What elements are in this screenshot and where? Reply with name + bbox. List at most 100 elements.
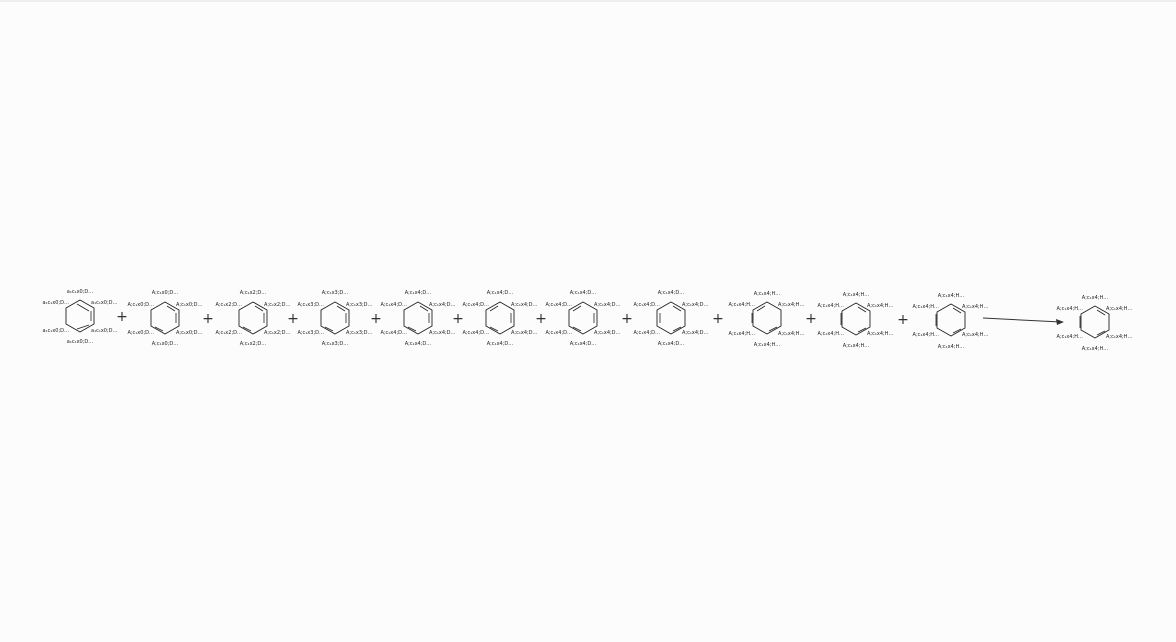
atom-label: A;c₁x4;H…	[913, 304, 939, 310]
atom-label: A;c₁x4;H…	[938, 293, 964, 299]
atom-label: A;c₁x4;D…	[658, 290, 685, 296]
plus-sign: +	[712, 311, 724, 327]
atom-label: A;c₁x4;D…	[570, 290, 597, 296]
molecule-4: A;c₁x3;D… A;c₁x3;D… A;c₁x3;D… A;c₁x3;D… …	[297, 290, 372, 347]
double-bond	[572, 326, 582, 332]
atom-label: A;c₁x2;D…	[264, 302, 291, 308]
atom-label: A;c₁x4;D…	[633, 330, 660, 336]
double-bond	[489, 305, 499, 312]
atom-label: A;c₁x4;D…	[429, 330, 456, 336]
atom-label: A;c₁x4;D…	[487, 290, 514, 296]
double-bond	[572, 305, 582, 312]
atom-label: A;c₁x4;H…	[818, 303, 844, 309]
double-bond	[76, 324, 90, 330]
double-bond	[407, 326, 417, 332]
double-bond	[857, 327, 867, 333]
atom-label: A;c₁x4;D…	[462, 330, 489, 336]
atom-label: A;c₁x3;D…	[346, 302, 373, 308]
atom-label: A;c₁x0;D…	[176, 302, 203, 308]
molecule-5: A;c₁x4;D… A;c₁x4;D… A;c₁x4;D… A;c₁x4;D… …	[380, 290, 455, 347]
atom-label: A;c₁x4;D…	[511, 302, 538, 308]
double-bond	[857, 306, 867, 313]
benzene-ring	[403, 301, 433, 335]
plus-sign: +	[452, 311, 464, 327]
atom-label: A;c₁x4;H…	[778, 331, 804, 337]
molecule-6: A;c₁x4;D… A;c₁x4;D… A;c₁x4;D… A;c₁x4;D… …	[462, 290, 537, 347]
plus-sign: +	[370, 311, 382, 327]
plus-sign: +	[805, 311, 817, 327]
atom-label: A;c₁x4;H…	[962, 332, 988, 338]
atom-label: A;c₁x4;D…	[570, 341, 597, 347]
benzene-ring	[841, 302, 871, 336]
atom-label: A;c₁x3;D…	[322, 341, 349, 347]
plus-sign: +	[535, 311, 547, 327]
atom-label: A;c₁x4;D…	[594, 302, 621, 308]
double-bond	[952, 307, 962, 314]
double-bond	[254, 305, 264, 312]
atom-label: A;c₁x4;H…	[843, 343, 869, 349]
atom-label: A;c₁x4;H…	[1082, 346, 1108, 352]
atom-label: A;c₁x4;D…	[429, 302, 456, 308]
molecule-7: A;c₁x4;D… A;c₁x4;D… A;c₁x4;D… A;c₁x4;D… …	[545, 290, 620, 347]
molecule-2: A;c₁x0;D… A;c₁x0;D… A;c₁x0;D… A;c₁x0;D… …	[127, 290, 202, 347]
benzene-ring	[568, 301, 598, 335]
benzene-ring	[150, 301, 180, 335]
benzene-ring	[320, 301, 350, 335]
atom-label: A;c₁x4;D…	[682, 302, 709, 308]
double-bond	[242, 326, 252, 332]
atom-label: A;c₁x2;D…	[240, 341, 267, 347]
atom-label: a₁c₁x0;D…	[67, 339, 94, 345]
molecule-3: A;c₁x2;D… A;c₁x2;D… A;c₁x2;D… A;c₁x2;D… …	[215, 290, 290, 347]
atom-label: A;c₁x4;D…	[380, 330, 407, 336]
double-bond	[154, 326, 164, 332]
atom-label: A;c₁x4;H…	[938, 344, 964, 350]
atom-label: A;c₁x4;H…	[867, 303, 893, 309]
atom-label: A;c₁x4;D…	[545, 330, 572, 336]
atom-label: A;c₁x4;H…	[1106, 334, 1132, 340]
atom-label: A;c₁x4;D…	[633, 302, 660, 308]
atom-label: A;c₁x2;D…	[215, 302, 242, 308]
atom-label: A;c₁x4;H…	[913, 332, 939, 338]
double-bond	[672, 305, 682, 312]
atom-label: A;c₁x4;H…	[754, 342, 780, 348]
atom-label: A;c₁x2;D…	[215, 330, 242, 336]
double-bond	[76, 303, 90, 312]
atom-label: A;c₁x4;D…	[545, 302, 572, 308]
atom-label: A;c₁x4;H…	[1057, 306, 1083, 312]
atom-label: A;c₁x4;H…	[962, 304, 988, 310]
benzene-ring	[485, 301, 515, 335]
atom-label: A;c₁x4;H…	[729, 302, 755, 308]
atom-label: A;c₁x4;H…	[843, 292, 869, 298]
double-bond	[768, 326, 778, 332]
atom-label: A;c₁x4;D…	[462, 302, 489, 308]
double-bond	[756, 305, 766, 312]
benzene-ring	[1080, 305, 1110, 339]
benzene-ring	[65, 299, 95, 333]
molecule-11: A;c₁x4;H… A;c₁x4;H… A;c₁x4;H… A;c₁x4;H… …	[913, 293, 989, 350]
double-bond	[672, 326, 682, 332]
plus-sign: +	[202, 311, 214, 327]
atom-label: A;c₁x4;H…	[867, 331, 893, 337]
atom-label: a₁c₁x0;D…	[91, 300, 118, 306]
double-bond	[1096, 309, 1106, 316]
atom-label: A;c₁x4;H…	[818, 331, 844, 337]
benzene-ring	[238, 301, 268, 335]
molecule-10: A;c₁x4;H… A;c₁x4;H… A;c₁x4;H… A;c₁x4;H… …	[818, 292, 894, 349]
double-bond	[336, 305, 346, 312]
atom-label: a₁c₁x0;D…	[43, 328, 70, 334]
atom-label: A;c₁x2;D…	[240, 290, 267, 296]
molecule-1: a₁c₁x0;D… a₁c₁x0;D… a₁c₁x0;D… a₁c₁x0;D… …	[43, 289, 118, 345]
atom-label: A;c₁x4;D…	[487, 341, 514, 347]
atom-label: A;c₁x0;D…	[176, 330, 203, 336]
atom-label: A;c₁x3;D…	[297, 302, 324, 308]
atom-label: A;c₁x4;D…	[682, 330, 709, 336]
atom-label: A;c₁x3;D…	[346, 330, 373, 336]
atom-label: A;c₁x0;D…	[152, 290, 179, 296]
atom-label: A;c₁x4;D…	[405, 341, 432, 347]
atom-label: A;c₁x4;H…	[1106, 306, 1132, 312]
atom-label: A;c₁x4;D…	[658, 341, 685, 347]
plus-sign: +	[897, 312, 909, 328]
atom-label: A;c₁x3;D…	[322, 290, 349, 296]
